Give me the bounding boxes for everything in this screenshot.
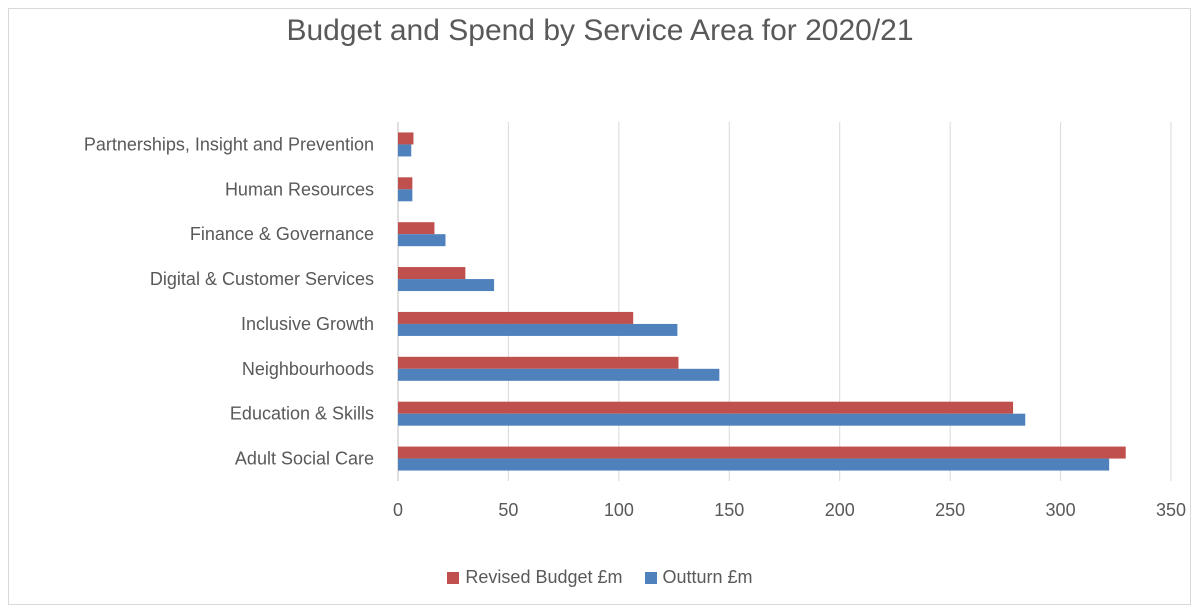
gridlines [397, 122, 1172, 481]
legend: Revised Budget £m Outturn £m [0, 567, 1200, 588]
bar-outturn [398, 323, 678, 336]
x-tick-label: 50 [498, 500, 518, 520]
bar-revised-budget [398, 177, 413, 190]
category-label: Inclusive Growth [241, 314, 374, 334]
category-label: Finance & Governance [190, 224, 374, 244]
x-tick-labels: 0 50 100 150 200 250 300 350 [393, 500, 1186, 520]
bar-revised-budget [398, 222, 435, 235]
legend-label-revised-budget: Revised Budget £m [465, 567, 623, 587]
bar-outturn [398, 458, 1110, 471]
chart-title: Budget and Spend by Service Area for 202… [286, 14, 914, 47]
chart-frame [8, 8, 1191, 605]
x-tick-label: 150 [714, 500, 744, 520]
bars [398, 132, 1126, 471]
bar-outturn [398, 144, 412, 157]
bar-revised-budget [398, 401, 1014, 414]
bar-revised-budget [398, 132, 414, 145]
category-label: Neighbourhoods [242, 359, 374, 379]
bar-outturn [398, 234, 446, 247]
legend-label-outturn: Outturn £m [662, 567, 753, 587]
bar-outturn [398, 189, 413, 202]
category-label: Digital & Customer Services [150, 269, 374, 289]
bar-revised-budget [398, 311, 634, 324]
x-tick-label: 0 [393, 500, 403, 520]
bar-revised-budget [398, 356, 679, 369]
legend-swatch-outturn [644, 571, 657, 584]
category-label: Partnerships, Insight and Prevention [84, 134, 374, 154]
bar-outturn [398, 413, 1026, 426]
x-tick-label: 200 [825, 500, 855, 520]
bar-revised-budget [398, 446, 1126, 459]
legend-item-revised-budget: Revised Budget £m [447, 567, 623, 588]
x-tick-label: 100 [604, 500, 634, 520]
x-tick-label: 250 [935, 500, 965, 520]
category-labels: Adult Social Care Education & Skills Neigh… [84, 134, 374, 468]
category-label: Education & Skills [230, 404, 374, 424]
bar-revised-budget [398, 267, 466, 280]
x-tick-label: 300 [1046, 500, 1076, 520]
category-label: Human Resources [225, 179, 374, 199]
bar-outturn [398, 368, 720, 381]
legend-swatch-revised-budget [447, 571, 460, 584]
bar-outturn [398, 279, 495, 292]
legend-item-outturn: Outturn £m [644, 567, 753, 588]
category-label: Adult Social Care [235, 449, 374, 469]
x-tick-label: 350 [1156, 500, 1186, 520]
